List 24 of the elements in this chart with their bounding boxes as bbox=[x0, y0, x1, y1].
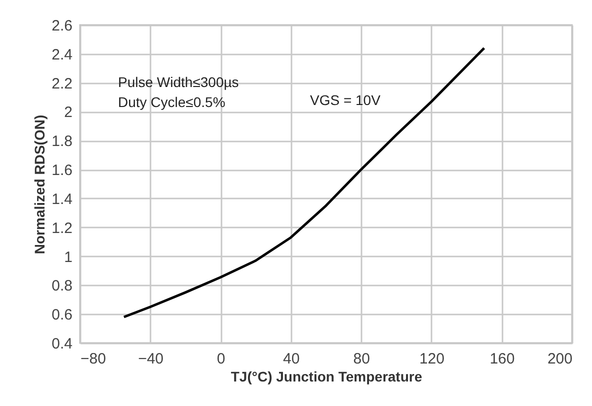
y-tick-label: 1.8 bbox=[52, 133, 72, 150]
x-tick-label: 200 bbox=[547, 350, 572, 368]
x-tick-label: 120 bbox=[419, 350, 444, 368]
y-tick-label: 1.2 bbox=[52, 220, 72, 237]
y-tick-label: 1.4 bbox=[52, 190, 72, 208]
y-tick-label: 1 bbox=[64, 248, 72, 266]
y-tick-label: 0.4 bbox=[52, 336, 72, 352]
annotation: Pulse Width≤300µs Duty Cycle≤0.5% bbox=[118, 74, 239, 110]
y-tick-label: 0.6 bbox=[52, 306, 72, 324]
y-tick-label: 1.6 bbox=[52, 162, 72, 180]
y-tick-label: 2.6 bbox=[52, 18, 72, 34]
y-tick-label: 2.4 bbox=[52, 46, 72, 64]
y-tick-label: 2 bbox=[64, 104, 72, 122]
y-tick-label: 0.8 bbox=[52, 278, 72, 295]
y-tick-label: 2.2 bbox=[52, 75, 72, 92]
annotation: VGS = 10V bbox=[310, 92, 382, 108]
y-axis-title: Normalized RDS(ON) bbox=[32, 114, 48, 254]
x-tick-label: 160 bbox=[490, 350, 515, 368]
x-tick-label: 0 bbox=[216, 350, 226, 368]
x-tick-label: 40 bbox=[283, 350, 300, 368]
x-tick-label: −80 bbox=[80, 350, 106, 368]
x-axis-title: TJ(°C) Junction Temperature bbox=[230, 368, 422, 384]
x-tick-label: −40 bbox=[138, 350, 164, 368]
x-tick-label: 80 bbox=[353, 350, 370, 368]
